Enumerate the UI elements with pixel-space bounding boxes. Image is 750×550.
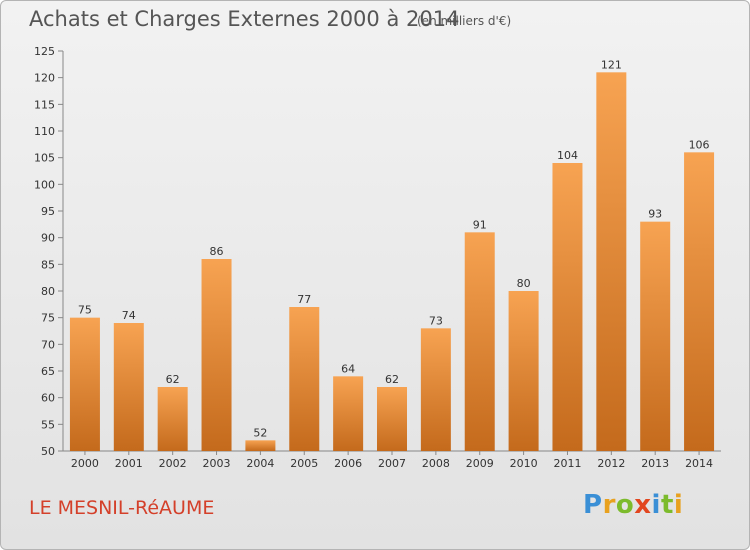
x-tick-label: 2011 — [553, 457, 581, 470]
bar — [552, 163, 583, 451]
y-tick-label: 110 — [34, 125, 55, 138]
bar — [377, 387, 407, 451]
y-tick-label: 65 — [41, 365, 55, 378]
x-tick-label: 2008 — [422, 457, 450, 470]
bar — [113, 323, 144, 451]
bar-value-label: 62 — [166, 373, 180, 386]
bar-value-label: 86 — [210, 245, 224, 258]
logo-letter: x — [634, 490, 652, 520]
bar — [684, 152, 715, 452]
bar-value-label: 80 — [517, 277, 531, 290]
logo-letter: o — [615, 490, 635, 520]
logo-letter: r — [602, 490, 616, 520]
x-tick-label: 2003 — [203, 457, 231, 470]
bar-value-label: 93 — [648, 208, 662, 221]
y-tick-label: 95 — [41, 205, 55, 218]
bar — [508, 291, 539, 451]
y-tick-label: 55 — [41, 418, 55, 431]
bar — [201, 259, 232, 451]
bar-value-label: 104 — [557, 149, 578, 162]
bar — [640, 221, 671, 451]
bar-value-label: 77 — [297, 293, 311, 306]
logo-letter: i — [673, 490, 684, 520]
y-tick-label: 85 — [41, 258, 55, 271]
commune-name: LE MESNIL-RéAUME — [29, 497, 215, 519]
x-tick-label: 2005 — [290, 457, 318, 470]
y-tick-label: 70 — [41, 338, 55, 351]
x-tick-label: 2007 — [378, 457, 406, 470]
bar-value-label: 106 — [689, 138, 710, 151]
bar-value-label: 52 — [253, 426, 267, 439]
proxiti-logo[interactable]: Proxiti — [583, 490, 683, 520]
y-tick-label: 90 — [41, 232, 55, 245]
bar — [69, 317, 100, 451]
y-tick-label: 80 — [41, 285, 55, 298]
logo-letter: P — [583, 490, 603, 520]
x-tick-label: 2002 — [159, 457, 187, 470]
logo-letter: i — [651, 490, 661, 520]
x-tick-label: 2014 — [685, 457, 713, 470]
y-tick-label: 125 — [34, 45, 55, 58]
bar-value-label: 62 — [385, 373, 399, 386]
bar — [464, 232, 495, 451]
bar-value-label: 91 — [473, 218, 487, 231]
x-tick-label: 2009 — [466, 457, 494, 470]
bar-value-label: 75 — [78, 304, 92, 317]
logo-letter: t — [660, 490, 674, 520]
y-tick-label: 105 — [34, 152, 55, 165]
x-tick-label: 2010 — [510, 457, 538, 470]
x-tick-label: 2000 — [71, 457, 99, 470]
x-tick-label: 2001 — [115, 457, 143, 470]
bar — [333, 376, 364, 451]
bar — [245, 440, 276, 451]
bar — [289, 307, 320, 451]
y-tick-label: 60 — [41, 392, 55, 405]
bar — [420, 328, 451, 451]
chart-title: Achats et Charges Externes 2000 à 2014 — [29, 7, 460, 31]
bar-value-label: 64 — [341, 362, 355, 375]
bar — [157, 387, 188, 451]
x-tick-label: 2006 — [334, 457, 362, 470]
y-tick-label: 75 — [41, 312, 55, 325]
x-tick-label: 2012 — [597, 457, 625, 470]
bar-value-label: 73 — [429, 314, 443, 327]
x-tick-label: 2004 — [246, 457, 274, 470]
chart-subtitle: (en milliers d'€) — [417, 14, 512, 28]
bar-value-label: 74 — [122, 309, 136, 322]
y-tick-label: 50 — [41, 445, 55, 458]
bar — [596, 72, 627, 451]
x-tick-label: 2013 — [641, 457, 669, 470]
y-tick-label: 120 — [34, 72, 55, 85]
y-tick-label: 115 — [34, 98, 55, 111]
bar-value-label: 121 — [601, 58, 622, 71]
y-tick-label: 100 — [34, 178, 55, 191]
